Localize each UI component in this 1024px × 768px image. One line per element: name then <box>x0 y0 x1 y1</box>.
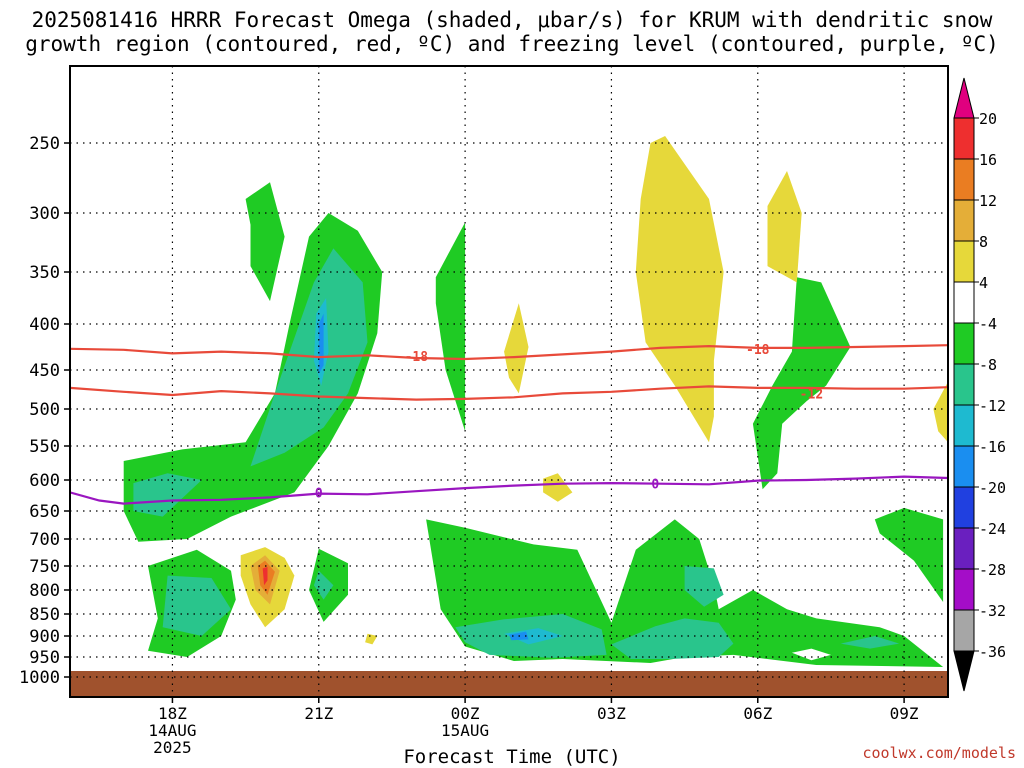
colorbar-label-13: -36 <box>979 643 1006 661</box>
colorbar-band-10 <box>953 527 975 570</box>
colorbar-band-7 <box>953 404 975 447</box>
y-tick-label-750: 750 <box>29 557 60 577</box>
y-tick-label-950: 950 <box>29 648 60 668</box>
colorbar-label-7: -12 <box>979 397 1006 415</box>
y-tick-label-550: 550 <box>29 437 60 457</box>
colorbar-label-11: -28 <box>979 561 1006 579</box>
chart-title-line-1: 2025081416 HRRR Forecast Omega (shaded, … <box>31 8 993 32</box>
plot-frame <box>69 65 949 698</box>
x-tick-sublabel-00Z-0: 15AUG <box>441 721 489 740</box>
colorbar-label-5: -4 <box>979 315 997 333</box>
colorbar-band-9 <box>953 486 975 529</box>
colorbar-label-12: -32 <box>979 602 1006 620</box>
y-tick-label-700: 700 <box>29 530 60 550</box>
isotherm-label-3: 0 <box>315 486 323 501</box>
omega-region-13 <box>611 618 734 659</box>
omega-region-25 <box>365 633 378 645</box>
colorbar-band-2 <box>953 199 975 242</box>
x-axis-label: Forecast Time (UTC) <box>403 746 621 768</box>
colorbar-band-4 <box>953 281 975 324</box>
y-axis: 2503003504004505005506006507007508008509… <box>19 134 70 688</box>
x-tick-sublabel-18Z-1: 2025 <box>153 738 192 757</box>
y-tick-label-650: 650 <box>29 502 60 522</box>
y-tick-label-1000: 1000 <box>19 668 60 688</box>
isotherm--18 <box>70 344 948 361</box>
colorbar-label-9: -20 <box>979 479 1006 497</box>
grid-layer <box>70 66 948 697</box>
credit-text: coolwx.com/models <box>862 744 1016 762</box>
colorbar-top-arrow <box>953 77 975 119</box>
omega-region-22 <box>504 303 529 394</box>
omega-region-30 <box>791 648 831 661</box>
omega-region-18 <box>318 313 324 374</box>
y-tick-label-600: 600 <box>29 471 60 491</box>
colorbar: 20 16 12 8 4 -4 -8 -12 -16 -20 -24 -28 -32 -36 <box>953 77 1006 692</box>
omega-region-23 <box>543 473 573 502</box>
colorbar-band-6 <box>953 363 975 406</box>
colorbar-band-3 <box>953 240 975 283</box>
contour-layer: -18 -18 -12 0 0 <box>70 343 948 505</box>
ground-fill <box>70 671 948 697</box>
omega-region-21 <box>767 171 802 283</box>
colorbar-band-1 <box>953 158 975 201</box>
isotherm-label-2: -12 <box>800 387 823 402</box>
x-tick-label-06Z: 06Z <box>743 704 772 723</box>
ground-layer <box>70 671 948 697</box>
omega-region-4 <box>435 222 466 432</box>
colorbar-label-3: 8 <box>979 233 988 251</box>
omega-region-17 <box>504 628 563 645</box>
omega-region-9 <box>133 473 202 517</box>
omega-region-15 <box>840 636 900 649</box>
chart-title-line-2: growth region (contoured, red, ºC) and f… <box>25 32 999 56</box>
colorbar-band-8 <box>953 445 975 488</box>
omega-region-7 <box>874 507 944 602</box>
x-tick-label-21Z: 21Z <box>304 704 333 723</box>
y-tick-label-350: 350 <box>29 263 60 283</box>
colorbar-band-0 <box>953 117 975 160</box>
x-tick-label-18Z: 18Z <box>158 704 187 723</box>
x-tick-sublabel-18Z-0: 14AUG <box>148 721 196 740</box>
x-tick-label-09Z: 09Z <box>890 704 919 723</box>
isotherm-0 <box>70 475 948 505</box>
isotherm-label-4: 0 <box>651 478 659 493</box>
colorbar-band-5 <box>953 322 975 365</box>
colorbar-band-11 <box>953 568 975 611</box>
colorbar-label-2: 12 <box>979 192 997 210</box>
colorbar-label-8: -16 <box>979 438 1006 456</box>
plot-border <box>69 65 949 698</box>
colorbar-label-1: 16 <box>979 151 997 169</box>
isotherm--12 <box>70 385 948 401</box>
isotherm-label-0: -18 <box>405 350 429 365</box>
omega-region-14 <box>684 566 724 607</box>
x-tick-label-03Z: 03Z <box>597 704 626 723</box>
x-tick-label-00Z: 00Z <box>451 704 480 723</box>
y-tick-label-250: 250 <box>29 134 60 154</box>
isotherm-label-1: -18 <box>746 343 770 358</box>
omega-shading-layer <box>123 136 948 667</box>
omega-region-11 <box>313 570 334 600</box>
colorbar-bottom-arrow <box>953 650 975 692</box>
colorbar-label-10: -24 <box>979 520 1006 538</box>
y-tick-label-900: 900 <box>29 627 60 647</box>
y-tick-label-450: 450 <box>29 361 60 381</box>
omega-region-2 <box>245 182 285 302</box>
omega-region-6 <box>752 277 851 490</box>
omega-region-29 <box>262 567 268 586</box>
colorbar-label-0: 20 <box>979 110 997 128</box>
colorbar-label-4: 4 <box>979 274 988 292</box>
colorbar-band-12 <box>953 609 975 652</box>
colorbar-label-6: -8 <box>979 356 997 374</box>
y-tick-label-300: 300 <box>29 204 60 224</box>
omega-region-20 <box>635 136 724 443</box>
y-tick-label-400: 400 <box>29 315 60 335</box>
omega-region-24 <box>933 381 948 443</box>
y-tick-label-850: 850 <box>29 605 60 625</box>
omega-region-10 <box>162 575 231 636</box>
y-tick-label-500: 500 <box>29 400 60 420</box>
y-tick-label-800: 800 <box>29 581 60 601</box>
